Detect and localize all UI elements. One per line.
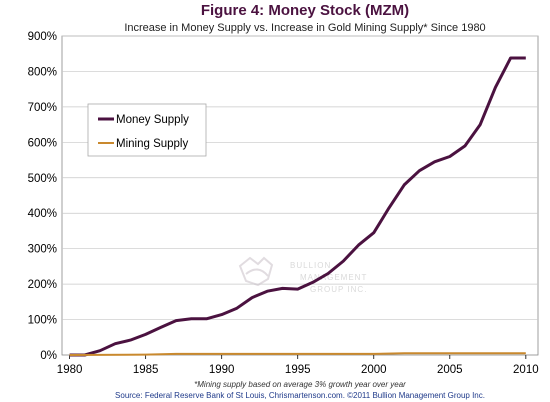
watermark-line-2: MANAGEMENT [300,273,367,282]
x-tick-label: 1980 [57,364,83,376]
x-axis-tick-labels: 1980 1985 1990 1995 2000 2005 2010 [57,364,539,376]
series [69,56,526,357]
x-tick-label: 2005 [437,364,463,376]
x-tick-label: 1985 [133,364,159,376]
y-tick-label: 100% [28,315,57,327]
legend: Money Supply Mining Supply [87,103,207,157]
y-tick-label: 0% [40,350,57,362]
legend-label-money-supply: Money Supply [116,114,189,126]
y-tick-label: 700% [28,102,57,114]
x-tick-label: 2010 [513,364,539,376]
series-line-mining-supply [69,352,526,356]
x-tick-label: 2000 [361,364,387,376]
y-tick-label: 600% [28,137,57,149]
chart-subtitle: Increase in Money Supply vs. Increase in… [124,22,485,34]
bullion-management-logo-icon [238,256,274,287]
source-note: Source: Federal Reserve Bank of St Louis… [115,391,485,400]
y-tick-label: 200% [28,279,57,291]
plot-area [61,35,539,356]
y-tick-label: 900% [28,31,57,43]
watermark-line-3: GROUP INC. [310,285,367,294]
y-axis-tick-labels: 0% 100% 200% 300% 400% 500% 600% 700% 800% 900% [28,31,57,362]
y-tick-label: 300% [28,244,57,256]
legend-box [87,103,207,157]
y-tick-label: 400% [28,208,57,220]
footnote: *Mining supply based on average 3% growt… [194,380,406,389]
watermark: BULLION MANAGEMENT GROUP INC. [238,256,367,294]
watermark-line-1: BULLION [290,261,331,270]
chart-title: Figure 4: Money Stock (MZM) [201,2,409,19]
y-tick-label: 500% [28,173,57,185]
legend-label-mining-supply: Mining Supply [116,138,188,150]
y-tick-label: 800% [28,66,57,78]
series-line-money-supply [69,56,526,357]
x-tick-label: 1995 [285,364,311,376]
x-tick-label: 1990 [209,364,235,376]
